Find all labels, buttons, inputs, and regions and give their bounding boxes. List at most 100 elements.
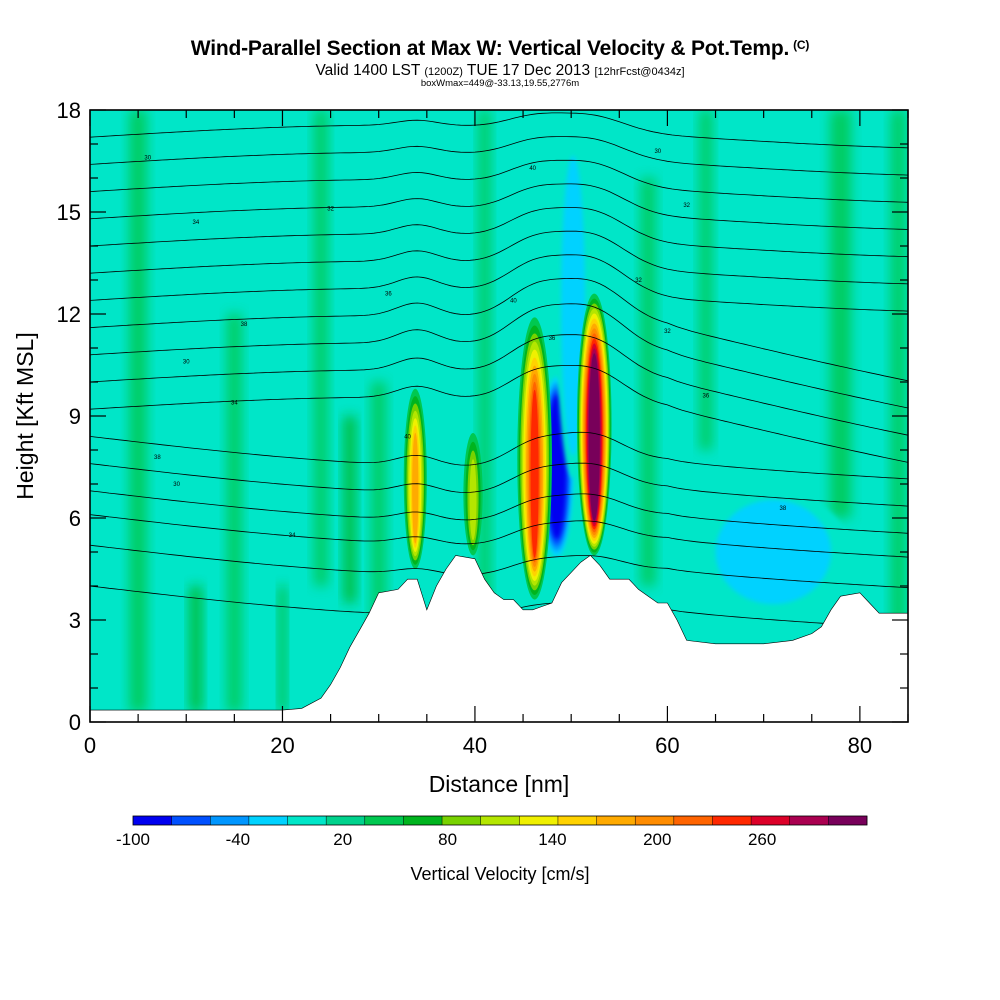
x-tick-label: 40: [463, 733, 487, 758]
colorbar-swatch: [828, 816, 868, 825]
theta-contour: [90, 490, 908, 534]
contour-label: 30: [654, 149, 661, 155]
forecast-date: TUE 17 Dec 2013: [466, 62, 591, 79]
updraft-core: [412, 432, 419, 544]
colorbar-tick-label: 20: [333, 830, 352, 849]
contour-label: 34: [231, 400, 238, 406]
x-tick-label: 20: [270, 733, 294, 758]
colorbar-swatch: [673, 816, 713, 825]
theta-contour: [90, 462, 908, 507]
contour-label: 32: [327, 207, 334, 213]
contour-label: 40: [404, 434, 411, 440]
downdraft-core: [715, 499, 832, 605]
theta-contour: [90, 303, 908, 409]
x-tick-label: 80: [848, 733, 872, 758]
chart-title: Wind-Parallel Section at Max W: Vertical…: [0, 37, 1000, 61]
colorbar-tick-label: 200: [643, 830, 671, 849]
weak-updraft-band: [190, 586, 202, 712]
contour-label: 32: [683, 203, 690, 209]
theta-contour: [90, 544, 908, 589]
colorbar-tick-label: -100: [116, 830, 150, 849]
updraft-core: [469, 459, 477, 541]
colorbar-label: Vertical Velocity [cm/s]: [410, 864, 589, 884]
colorbar-swatch: [557, 816, 597, 825]
colorbar-swatch: [751, 816, 791, 825]
utc-time: (1200Z): [424, 66, 463, 78]
theta-contours: 30 32 34 36 38 40 30 32 34 36 38 40 30 32 34 36 38 40 30 32: [90, 112, 908, 629]
theta-contour: [90, 254, 908, 312]
weak-updraft-band: [279, 586, 286, 712]
contour-label: 34: [289, 533, 296, 539]
colorbar-swatch: [171, 816, 211, 825]
weak-updraft-band: [344, 416, 356, 603]
colorbar-swatch: [248, 816, 288, 825]
y-tick-label: 3: [69, 608, 81, 633]
colorbar: -100 -40 20 80 140 200 260 Vertical Velocity [c…: [116, 815, 868, 884]
contour-label: 36: [703, 394, 710, 400]
contour-label: 30: [173, 482, 180, 488]
theta-contour: [90, 431, 908, 480]
copyright-mark: (C): [793, 38, 810, 52]
theta-contour: [90, 230, 908, 285]
contour-label: 32: [635, 278, 642, 284]
y-tick-label: 18: [57, 98, 81, 123]
colorbar-swatch: [326, 816, 366, 825]
weak-updraft-band: [478, 110, 491, 620]
weak-updraft-band: [371, 382, 386, 654]
contour-label: 32: [664, 329, 671, 335]
title-main: Wind-Parallel Section at Max W: Vertical…: [190, 37, 790, 60]
colorbar-tick-label: 140: [538, 830, 566, 849]
colorbar-swatch: [480, 816, 520, 825]
y-tick-label: 0: [69, 710, 81, 735]
theta-contour: [90, 136, 908, 176]
weak-updraft-band: [314, 110, 328, 586]
colorbar-swatch: [519, 816, 559, 825]
theta-contour: [90, 207, 908, 258]
y-tick-label: 15: [57, 200, 81, 225]
contour-label: 34: [193, 220, 200, 226]
theta-contour: [90, 514, 908, 558]
contour-label: 38: [154, 455, 161, 461]
chart-subtitle: Valid 1400 LST (1200Z) TUE 17 Dec 2013 […: [0, 62, 1000, 80]
terrain-polygon: [89, 555, 909, 723]
theta-contour: [90, 277, 908, 382]
contour-label: 40: [529, 166, 536, 172]
contour-label: 38: [241, 322, 248, 328]
contour-label: 38: [780, 506, 787, 512]
colorbar-swatch: [210, 816, 250, 825]
weak-updraft-band: [227, 314, 242, 712]
terrain: [89, 555, 909, 723]
theta-contour: [90, 112, 908, 149]
colorbar-swatch: [789, 816, 829, 825]
updraft-core: [530, 389, 539, 558]
colorbar-swatch: [442, 816, 481, 825]
colorbar-frame: [132, 815, 868, 826]
valid-time: Valid 1400 LST: [315, 62, 421, 79]
theta-contour: [90, 183, 908, 230]
theta-contour: [90, 334, 908, 436]
y-tick-label: 12: [57, 302, 81, 327]
weak-updraft-band: [830, 110, 852, 518]
x-tick-label: 60: [655, 733, 679, 758]
updraft-core: [590, 363, 598, 516]
y-tick-label: 6: [69, 506, 81, 531]
colorbar-tick-label: 260: [748, 830, 776, 849]
contour-label: 30: [144, 156, 151, 162]
colorbar-swatch: [287, 816, 327, 825]
weak-updraft-band: [640, 178, 656, 586]
contour-label: 36: [385, 292, 392, 298]
contour-label: 36: [549, 336, 556, 342]
contour-label: 30: [183, 360, 190, 366]
colorbar-swatch: [635, 816, 675, 825]
box-info: boxWmax=449@-33.13,19.55,2776m: [420, 78, 580, 89]
colorbar-tick-label: -40: [226, 830, 251, 849]
x-tick-label: 0: [84, 733, 96, 758]
weak-updraft-band: [699, 110, 713, 450]
y-tick-label: 9: [69, 404, 81, 429]
downdraft-core: [547, 394, 567, 540]
y-axis-label: Height [Kft MSL]: [12, 332, 38, 499]
colorbar-tick-label: 80: [438, 830, 457, 849]
forecast-info: [12hrFcst@0434z]: [594, 66, 685, 78]
